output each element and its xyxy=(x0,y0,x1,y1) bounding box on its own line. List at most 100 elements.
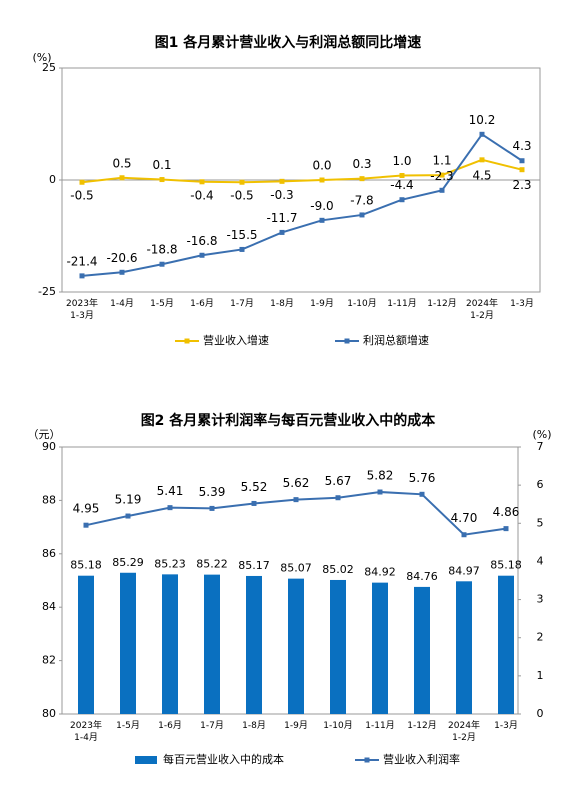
data-label: 85.18 xyxy=(70,559,102,572)
data-label: 0.3 xyxy=(352,157,371,171)
point xyxy=(209,505,215,511)
data-label: -16.8 xyxy=(186,234,217,248)
legend-marker xyxy=(364,757,370,763)
data-label: 5.19 xyxy=(115,493,142,507)
data-label: -0.5 xyxy=(70,189,93,203)
x-tick-label: 1-6月 xyxy=(158,721,182,731)
point xyxy=(461,532,467,538)
y-tick-label: 88 xyxy=(42,493,56,506)
data-label: -0.3 xyxy=(270,188,293,202)
y2-tick-label: 5 xyxy=(537,516,544,529)
point xyxy=(79,273,85,279)
y-unit: （元） xyxy=(28,428,61,441)
legend-marker xyxy=(184,338,190,344)
data-label: 84.92 xyxy=(364,566,396,579)
point xyxy=(125,513,131,519)
data-label: 4.86 xyxy=(493,505,520,519)
data-label: -21.4 xyxy=(66,254,97,268)
y-tick-label: 25 xyxy=(42,61,56,74)
point xyxy=(251,500,257,506)
data-label: -0.5 xyxy=(230,189,253,203)
x-tick-label: 1-10月 xyxy=(347,299,377,309)
bar xyxy=(498,575,514,714)
x-tick-label: 2024年 1-2月 xyxy=(448,721,480,743)
x-tick-label: 1-5月 xyxy=(150,299,174,309)
point xyxy=(279,178,285,184)
point xyxy=(199,252,205,258)
data-label: 5.39 xyxy=(199,485,226,499)
x-tick-label: 1-5月 xyxy=(116,721,140,731)
point xyxy=(239,179,245,185)
data-label: 85.18 xyxy=(490,559,522,572)
data-label: 84.97 xyxy=(448,564,480,577)
point xyxy=(119,269,125,275)
y-tick-label: 82 xyxy=(42,654,56,667)
legend-swatch xyxy=(135,756,157,764)
legend-marker xyxy=(344,338,350,344)
bar xyxy=(456,581,472,714)
y2-tick-label: 0 xyxy=(537,707,544,720)
point xyxy=(279,229,285,235)
bar xyxy=(414,586,430,714)
data-label: 4.95 xyxy=(73,502,100,516)
chart-title: 图2 各月累计利润率与每百元营业收入中的成本 xyxy=(141,412,437,429)
data-label: -11.7 xyxy=(266,211,297,225)
point xyxy=(335,495,341,501)
bar xyxy=(288,578,304,714)
bar xyxy=(330,579,346,714)
bar xyxy=(120,572,136,714)
data-label: -20.6 xyxy=(106,251,137,265)
y-tick-label: 0 xyxy=(49,173,56,186)
data-label: -9.0 xyxy=(310,199,333,213)
y2-tick-label: 2 xyxy=(537,631,544,644)
point xyxy=(359,176,365,182)
data-label: 5.52 xyxy=(241,480,268,494)
data-label: 5.82 xyxy=(367,469,394,483)
point xyxy=(79,179,85,185)
data-label: 1.0 xyxy=(392,154,411,168)
y-tick-label: 86 xyxy=(42,547,56,560)
data-label: 0.1 xyxy=(152,158,171,172)
bar xyxy=(78,575,94,714)
data-label: -2.3 xyxy=(430,169,453,183)
point xyxy=(479,131,485,137)
y2-tick-label: 7 xyxy=(537,440,544,453)
x-tick-label: 2023年 1-4月 xyxy=(70,721,102,743)
point xyxy=(399,173,405,179)
point xyxy=(377,489,383,495)
x-tick-label: 1-10月 xyxy=(323,721,353,731)
data-label: -15.5 xyxy=(226,228,257,242)
point xyxy=(83,522,89,528)
point xyxy=(159,261,165,267)
point xyxy=(293,497,299,503)
y2-unit: (%) xyxy=(532,428,551,441)
data-label: 85.23 xyxy=(154,557,186,570)
data-label: 0.5 xyxy=(112,156,131,170)
point xyxy=(167,505,173,511)
data-label: 1.1 xyxy=(432,154,451,168)
data-label: 5.76 xyxy=(409,471,436,485)
x-tick-label: 1-9月 xyxy=(284,721,308,731)
legend-label: 每百元营业收入中的成本 xyxy=(163,752,284,766)
y-tick-label: 80 xyxy=(42,707,56,720)
data-label: 5.41 xyxy=(157,484,184,498)
data-label: 85.29 xyxy=(112,556,144,569)
data-label: 5.62 xyxy=(283,476,310,490)
legend-label: 营业收入利润率 xyxy=(383,752,460,766)
bar xyxy=(246,575,262,714)
x-tick-label: 1-3月 xyxy=(510,299,534,309)
data-label: -4.4 xyxy=(390,178,413,192)
line xyxy=(81,132,523,277)
data-label: -7.8 xyxy=(350,193,373,207)
data-label: 4.3 xyxy=(512,139,531,153)
point xyxy=(439,187,445,193)
line xyxy=(81,158,523,184)
x-tick-label: 1-3月 xyxy=(494,721,518,731)
x-tick-label: 1-8月 xyxy=(270,299,294,309)
y-tick-label: 84 xyxy=(42,600,56,613)
point xyxy=(319,177,325,183)
point xyxy=(159,177,165,183)
x-tick-label: 2024年 1-2月 xyxy=(466,299,498,321)
y2-tick-label: 3 xyxy=(537,593,544,606)
